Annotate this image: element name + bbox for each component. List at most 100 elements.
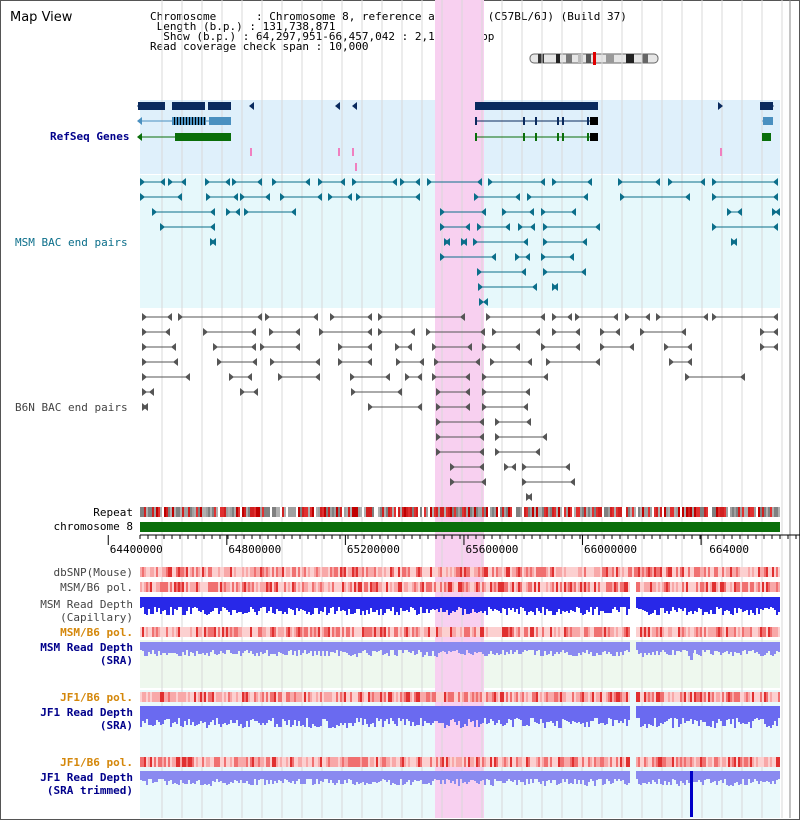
read-depth-bar — [454, 642, 456, 651]
polymorphism-cell — [568, 692, 570, 702]
polymorphism-cell — [734, 692, 736, 702]
read-depth-bar — [348, 597, 350, 609]
read-depth-bar — [202, 597, 204, 610]
read-depth-bar — [224, 597, 226, 608]
polymorphism-cell — [412, 692, 414, 702]
read-depth-bar — [458, 706, 460, 721]
msm-bac-track[interactable] — [140, 178, 780, 306]
polymorphism-cell — [702, 757, 704, 767]
chromosome-ideogram[interactable] — [529, 52, 659, 65]
polymorphism-cell — [386, 582, 388, 592]
polymorphism-cell — [558, 627, 560, 637]
polymorphism-cell — [232, 692, 234, 702]
polymorphism-cell — [258, 692, 260, 702]
repeat-segment — [250, 507, 252, 517]
read-depth-bar — [386, 771, 388, 782]
read-depth-bar — [248, 706, 250, 727]
polymorphism-cell — [374, 627, 376, 637]
polymorphism-cell — [666, 757, 668, 767]
polymorphism-cell — [392, 582, 394, 592]
track-label-refseq-genes[interactable]: RefSeq Genes — [50, 130, 130, 143]
read-depth-bar — [168, 706, 170, 719]
read-depth-bar — [680, 771, 682, 781]
polymorphism-cell — [296, 582, 298, 592]
read-depth-bar — [416, 706, 418, 725]
read-depth-bar — [428, 597, 430, 613]
read-depth-bar — [652, 642, 654, 652]
polymorphism-cell — [708, 582, 710, 592]
polymorphism-cell — [164, 757, 166, 767]
read-depth-bar — [456, 642, 458, 650]
polymorphism-cell — [158, 582, 160, 592]
read-depth-bar — [170, 642, 172, 653]
msm-bac-end — [773, 178, 778, 186]
repeat-segment — [144, 507, 146, 517]
read-depth-bar — [744, 706, 746, 724]
read-depth-bar — [288, 597, 290, 608]
polymorphism-cell — [456, 757, 458, 767]
repeat-segment — [326, 507, 328, 517]
polymorphism-cell — [540, 567, 542, 577]
polymorphism-cell — [478, 582, 480, 592]
read-depth-bar — [588, 642, 590, 654]
read-depth-bar — [754, 642, 756, 653]
track-label-b6n-bac[interactable]: B6N BAC end pairs — [15, 401, 128, 414]
read-depth-bar — [558, 597, 560, 609]
polymorphism-cell — [174, 567, 176, 577]
polymorphism-cell — [474, 692, 476, 702]
repeat-segment — [388, 507, 390, 517]
read-depth-bar — [326, 771, 328, 779]
b6n-bac-track[interactable] — [142, 313, 778, 501]
polymorphism-cell — [190, 757, 192, 767]
read-depth-bar — [426, 771, 428, 784]
msm-bac-end — [483, 298, 488, 306]
polymorphism-cell — [170, 692, 172, 702]
read-depth-bar — [358, 642, 360, 653]
read-depth-bar — [362, 706, 364, 725]
read-depth-bar — [654, 642, 656, 655]
read-depth-bar — [464, 706, 466, 724]
polymorphism-cell — [296, 692, 298, 702]
read-depth-bar — [180, 771, 182, 780]
polymorphism-cell — [742, 627, 744, 637]
read-depth-bar — [558, 706, 560, 728]
read-depth-bar — [218, 642, 220, 654]
polymorphism-cell — [188, 757, 190, 767]
read-depth-bar — [538, 597, 540, 611]
refseq-genes-track[interactable] — [137, 102, 774, 171]
polymorphism-cell — [154, 567, 156, 577]
polymorphism-cell — [488, 567, 490, 577]
polymorphism-cell — [176, 627, 178, 637]
polymorphism-cell — [164, 567, 166, 577]
read-depth-bar — [358, 706, 360, 722]
read-depth-bar — [414, 771, 416, 780]
polymorphism-cell — [588, 757, 590, 767]
read-depth-bar — [636, 597, 638, 608]
repeat-segment — [266, 507, 268, 517]
polymorphism-cell — [274, 757, 276, 767]
read-depth-bar — [342, 642, 344, 652]
polymorphism-cell — [326, 692, 328, 702]
repeat-segment — [140, 507, 142, 517]
b6n-bac-end — [482, 403, 487, 411]
polymorphism-cell — [370, 627, 372, 637]
read-depth-bar — [338, 706, 340, 726]
repeat-segment — [654, 507, 656, 517]
track-label-msm-bac[interactable]: MSM BAC end pairs — [15, 236, 128, 249]
read-depth-bar — [188, 597, 190, 607]
polymorphism-cell — [492, 582, 494, 592]
read-depth-bar — [648, 642, 650, 653]
polymorphism-cell — [650, 692, 652, 702]
repeat-segment — [688, 507, 690, 517]
read-depth-bar — [228, 597, 230, 612]
polymorphism-cell — [492, 627, 494, 637]
polymorphism-cell — [262, 567, 264, 577]
polymorphism-cell — [194, 582, 196, 592]
read-depth-bar — [486, 771, 488, 779]
read-depth-bar — [170, 771, 172, 780]
polymorphism-cell — [196, 757, 198, 767]
read-depth-bar — [516, 642, 518, 650]
msm-bac-end — [181, 178, 186, 186]
polymorphism-cell — [302, 567, 304, 577]
polymorphism-cell — [342, 567, 344, 577]
